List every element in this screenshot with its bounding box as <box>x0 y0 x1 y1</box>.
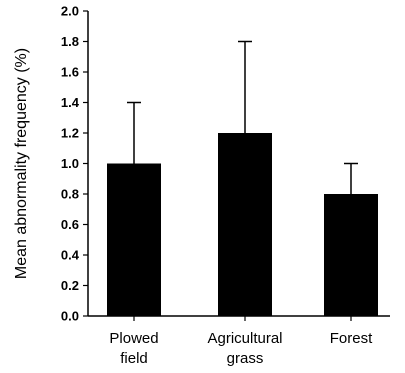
y-tick-label: 1.4 <box>61 95 80 110</box>
y-tick-label: 0.0 <box>61 309 79 324</box>
y-tick-label: 1.6 <box>61 65 79 80</box>
bar <box>107 163 161 316</box>
y-tick-label: 1.0 <box>61 156 79 171</box>
error-bars <box>127 40 358 194</box>
y-axis-title: Mean abnormality frequency (%) <box>13 48 30 279</box>
y-tick-label: 0.8 <box>61 187 79 202</box>
y-tick-label: 0.2 <box>61 278 79 293</box>
y-axis: 0.0 0.2 0.4 0.6 0.8 1.0 1.2 1.4 1.6 1.8 2.0 <box>61 4 89 324</box>
bar <box>324 194 378 316</box>
bar <box>218 133 272 316</box>
y-tick-label: 2.0 <box>61 4 79 19</box>
bars <box>107 133 378 316</box>
x-axis: Plowed field Agricultural grass Forest <box>88 315 390 367</box>
x-category-label: Forest <box>330 330 373 347</box>
y-tick-label: 0.4 <box>61 248 80 263</box>
y-tick-label: 1.8 <box>61 34 79 49</box>
y-tick-label: 1.2 <box>61 126 79 141</box>
x-category-label: Agricultural grass <box>207 330 282 367</box>
y-tick-label: 0.6 <box>61 217 79 232</box>
x-category-label: Plowed field <box>109 330 158 367</box>
